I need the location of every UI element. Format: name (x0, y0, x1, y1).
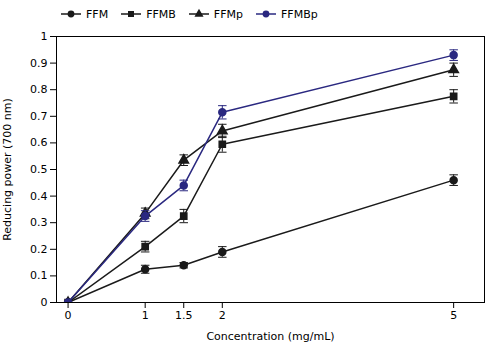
svg-text:1.5: 1.5 (175, 309, 193, 322)
html-text:FFM: FFM (86, 7, 109, 21)
svg-text:1: 1 (41, 30, 48, 43)
html-text:FFMBp: FFMBp (281, 7, 318, 21)
svg-text:0.8: 0.8 (30, 83, 48, 96)
svg-text:Reducing power (700 nm): Reducing power (700 nm) (1, 98, 14, 241)
svg-text:0.9: 0.9 (30, 57, 48, 70)
svg-text:5: 5 (450, 309, 457, 322)
svg-text:0.5: 0.5 (30, 163, 48, 176)
svg-text:0.4: 0.4 (30, 190, 48, 203)
html-text:FFMB: FFMB (146, 7, 176, 21)
svg-text:Concentration (mg/mL): Concentration (mg/mL) (206, 330, 334, 343)
svg-text:2: 2 (219, 309, 226, 322)
svg-text:0.1: 0.1 (30, 269, 48, 282)
svg-text:0: 0 (65, 309, 72, 322)
html-text:FFMp: FFMp (213, 7, 243, 21)
svg-text:0.3: 0.3 (30, 216, 48, 229)
svg-text:1: 1 (142, 309, 149, 322)
svg-text:0: 0 (41, 296, 48, 309)
svg-text:0.7: 0.7 (30, 110, 48, 123)
svg-text:0.2: 0.2 (30, 243, 48, 256)
svg-text:0.6: 0.6 (30, 136, 48, 149)
